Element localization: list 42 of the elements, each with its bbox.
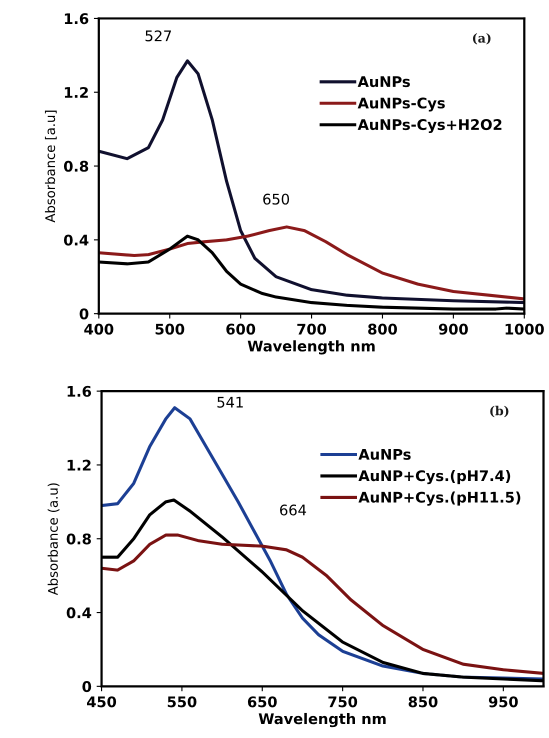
x-axis-title: Wavelength nm	[258, 712, 386, 728]
annotation: 650	[263, 194, 290, 205]
annotation: (a)	[472, 33, 491, 45]
y-axis-title: Absorbance [a.u]	[44, 110, 57, 222]
x-tick-label: 600	[226, 324, 256, 335]
annotation: (b)	[490, 406, 508, 418]
y-tick-label: 0.8	[64, 160, 88, 172]
y-tick-label: 0.4	[66, 607, 92, 618]
line-series	[98, 59, 524, 304]
y-tick-label: 1.6	[68, 386, 92, 397]
y-tick-label: 1.2	[68, 460, 91, 470]
y-tick-label: 0.8	[66, 533, 91, 544]
x-tick-label: 800	[368, 324, 397, 335]
x-tick-label: 500	[156, 324, 184, 335]
x-tick-label: 900	[438, 324, 468, 335]
x-tick-label: 850	[408, 696, 438, 708]
x-tick-label: 450	[87, 696, 116, 708]
y-tick-label: 0	[80, 308, 88, 320]
legend-label: AuNPs-Cys+H2O2	[358, 119, 502, 134]
x-tick-label: 950	[488, 696, 518, 708]
y-tick-label: 1.6	[64, 13, 88, 24]
annotation: 541	[217, 396, 243, 408]
legend-label: AuNPs	[358, 448, 411, 460]
legend-label: AuNP+Cys.(pH7.4)	[358, 470, 510, 484]
legend-label: AuNPs	[358, 76, 410, 88]
x-tick-label: 750	[328, 696, 358, 708]
annotation: 527	[146, 30, 171, 42]
x-tick-label: 1000	[506, 324, 544, 335]
x-tick-label: 550	[168, 696, 196, 708]
x-axis-title: Wavelength nm	[248, 340, 375, 354]
line-series	[98, 225, 524, 300]
y-tick-label: 1.2	[64, 86, 88, 98]
y-tick-label: 0.4	[64, 234, 88, 246]
line-series	[102, 534, 544, 675]
x-tick-label: 700	[297, 324, 326, 335]
x-tick-label: 650	[248, 696, 277, 708]
y-tick-label: 0	[82, 681, 92, 692]
legend-label: AuNP+Cys.(pH11.5)	[358, 491, 520, 506]
x-tick-label: 400	[84, 324, 114, 335]
annotation: 664	[280, 504, 306, 516]
y-axis-title: Absorbance (a.u)	[48, 483, 60, 596]
legend-label: AuNPs-Cys	[358, 98, 445, 112]
